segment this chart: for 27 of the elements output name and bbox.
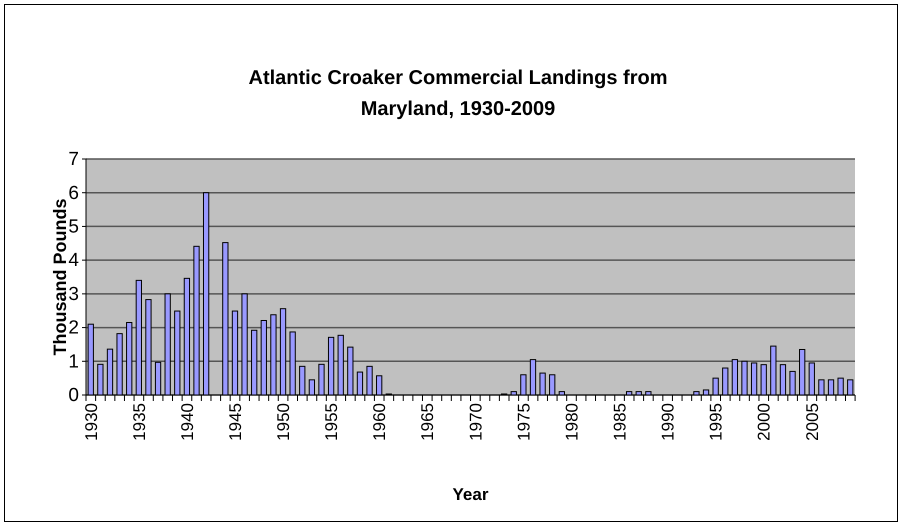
chart-title: Atlantic Croaker Commercial Landings from Maryland, 1930-2009 [248, 67, 668, 120]
y-tick-label: 7 [68, 149, 79, 170]
x-tick-label: 1930 [82, 403, 101, 441]
x-tick-label: 1970 [466, 403, 486, 441]
x-tick-label: 1935 [130, 403, 149, 441]
x-tick-label: 1945 [226, 403, 245, 441]
x-tick-label: 1980 [562, 403, 582, 441]
y-axis-title: Thousand Pounds [50, 198, 70, 356]
y-tick-label: 0 [68, 385, 79, 406]
x-tick-label: 1950 [274, 403, 294, 441]
y-tick-label: 2 [68, 318, 79, 339]
x-axis-title: Year [452, 485, 489, 504]
y-tick-label: 6 [68, 182, 79, 204]
y-tick-label: 4 [68, 250, 80, 272]
x-tick-label: 1975 [514, 403, 534, 441]
y-tick-label: 5 [68, 216, 79, 238]
x-tick-label: 1995 [706, 403, 726, 441]
x-tick-label: 1990 [658, 403, 678, 441]
y-tick-label: 3 [68, 284, 79, 305]
x-tick-label: 2000 [754, 403, 774, 441]
x-tick-label: 1985 [610, 403, 630, 441]
x-tick-label: 1960 [370, 403, 390, 441]
y-tick-label: 1 [68, 351, 79, 372]
x-tick-label: 1965 [418, 403, 438, 441]
x-tick-label: 1955 [322, 403, 342, 441]
x-tick-label: 1940 [178, 403, 197, 441]
x-tick-label: 2005 [802, 403, 822, 441]
